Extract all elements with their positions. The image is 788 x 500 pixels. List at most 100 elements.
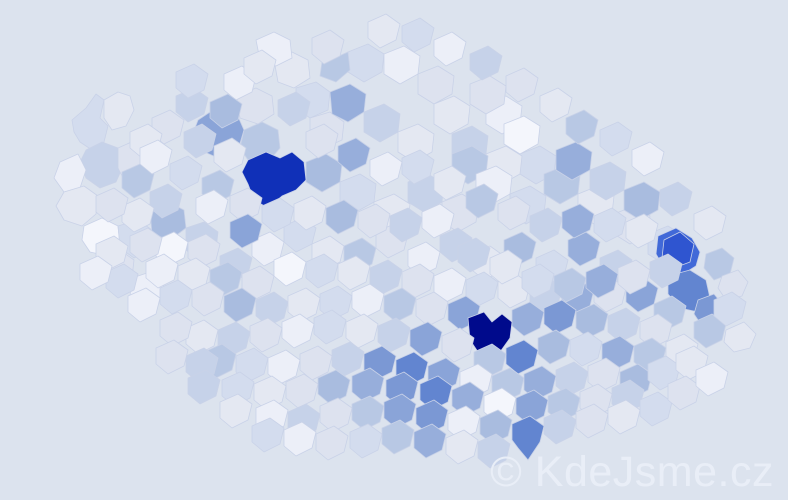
map-region[interactable] xyxy=(96,188,128,222)
map-region[interactable] xyxy=(338,138,370,172)
map-region[interactable] xyxy=(314,310,346,344)
map-region[interactable] xyxy=(640,392,672,426)
map-region[interactable] xyxy=(506,340,538,374)
map-region[interactable] xyxy=(506,68,538,102)
map-region[interactable] xyxy=(252,418,284,452)
map-region[interactable] xyxy=(176,64,208,98)
map-region[interactable] xyxy=(338,256,370,290)
map-region[interactable] xyxy=(566,110,598,144)
map-region[interactable] xyxy=(80,256,112,290)
map-region[interactable] xyxy=(284,422,316,456)
map-region[interactable] xyxy=(306,124,338,158)
map-region[interactable] xyxy=(650,254,682,288)
map-region[interactable] xyxy=(724,322,756,352)
map-region[interactable] xyxy=(490,250,522,284)
map-region[interactable] xyxy=(632,142,664,176)
map-region[interactable] xyxy=(188,370,220,404)
map-region[interactable] xyxy=(358,204,390,238)
map-region[interactable] xyxy=(320,398,352,432)
map-region[interactable] xyxy=(352,368,384,402)
map-region[interactable] xyxy=(470,46,502,80)
map-region[interactable] xyxy=(186,320,218,354)
map-region[interactable] xyxy=(316,426,348,460)
map-region[interactable] xyxy=(332,342,364,376)
map-region[interactable] xyxy=(554,268,586,302)
map-region[interactable] xyxy=(326,200,358,234)
map-region[interactable] xyxy=(468,312,512,360)
map-region[interactable] xyxy=(714,292,746,326)
map-region[interactable] xyxy=(480,410,512,444)
map-region[interactable] xyxy=(530,208,562,242)
map-region[interactable] xyxy=(402,150,434,184)
map-region[interactable] xyxy=(504,116,540,154)
map-region[interactable] xyxy=(522,264,554,298)
map-region[interactable] xyxy=(192,282,224,316)
map-region[interactable] xyxy=(160,312,192,346)
map-region[interactable] xyxy=(416,292,448,326)
map-region[interactable] xyxy=(196,190,228,224)
map-region[interactable] xyxy=(146,254,178,288)
map-region[interactable] xyxy=(106,264,138,298)
map-region[interactable] xyxy=(512,416,544,460)
map-region[interactable] xyxy=(694,206,726,240)
map-region[interactable] xyxy=(286,374,318,408)
map-region[interactable] xyxy=(544,410,576,444)
map-region[interactable] xyxy=(660,182,692,216)
map-region[interactable] xyxy=(210,94,242,128)
map-region[interactable] xyxy=(312,30,344,64)
map-region[interactable] xyxy=(104,92,134,130)
map-region[interactable] xyxy=(384,394,416,428)
map-region[interactable] xyxy=(262,198,294,232)
map-region[interactable] xyxy=(378,318,410,352)
map-region[interactable] xyxy=(422,204,454,238)
map-region[interactable] xyxy=(608,308,640,342)
map-region[interactable] xyxy=(562,204,594,238)
map-region[interactable] xyxy=(402,18,434,52)
map-region[interactable] xyxy=(244,50,276,84)
map-region[interactable] xyxy=(434,96,470,134)
map-region[interactable] xyxy=(268,350,300,384)
map-region[interactable] xyxy=(382,420,414,454)
map-region[interactable] xyxy=(586,264,618,298)
map-region[interactable] xyxy=(540,88,572,122)
map-region[interactable] xyxy=(718,270,748,300)
map-region[interactable] xyxy=(544,300,576,334)
map-region[interactable] xyxy=(346,314,378,348)
map-region[interactable] xyxy=(294,196,326,230)
map-region[interactable] xyxy=(160,280,192,314)
map-region[interactable] xyxy=(288,288,320,322)
map-region[interactable] xyxy=(448,406,480,440)
map-region[interactable] xyxy=(398,124,434,162)
map-region[interactable] xyxy=(446,430,478,464)
map-region[interactable] xyxy=(434,166,466,200)
map-region[interactable] xyxy=(236,88,274,124)
map-region[interactable] xyxy=(224,288,256,322)
map-region[interactable] xyxy=(306,254,338,288)
map-region[interactable] xyxy=(600,122,632,156)
map-region[interactable] xyxy=(300,346,332,380)
map-region[interactable] xyxy=(256,292,288,326)
map-region[interactable] xyxy=(576,304,608,338)
map-region[interactable] xyxy=(254,376,286,410)
map-region[interactable] xyxy=(236,348,268,382)
map-region[interactable] xyxy=(466,184,498,218)
map-region[interactable] xyxy=(56,186,98,226)
map-region[interactable] xyxy=(668,376,700,410)
map-region[interactable] xyxy=(278,92,310,126)
map-region[interactable] xyxy=(618,260,650,294)
map-region[interactable] xyxy=(516,390,548,424)
map-region[interactable] xyxy=(458,238,490,272)
map-region[interactable] xyxy=(220,394,252,428)
map-region[interactable] xyxy=(184,124,216,158)
map-region[interactable] xyxy=(420,376,452,410)
map-region[interactable] xyxy=(390,208,422,242)
map-region[interactable] xyxy=(594,208,626,242)
map-region[interactable] xyxy=(570,332,602,366)
map-region[interactable] xyxy=(498,196,530,230)
map-region[interactable] xyxy=(128,288,160,322)
map-region[interactable] xyxy=(442,328,474,362)
map-region[interactable] xyxy=(368,14,400,48)
map-region[interactable] xyxy=(352,396,384,430)
map-region[interactable] xyxy=(416,400,448,434)
map-region[interactable] xyxy=(576,404,608,438)
